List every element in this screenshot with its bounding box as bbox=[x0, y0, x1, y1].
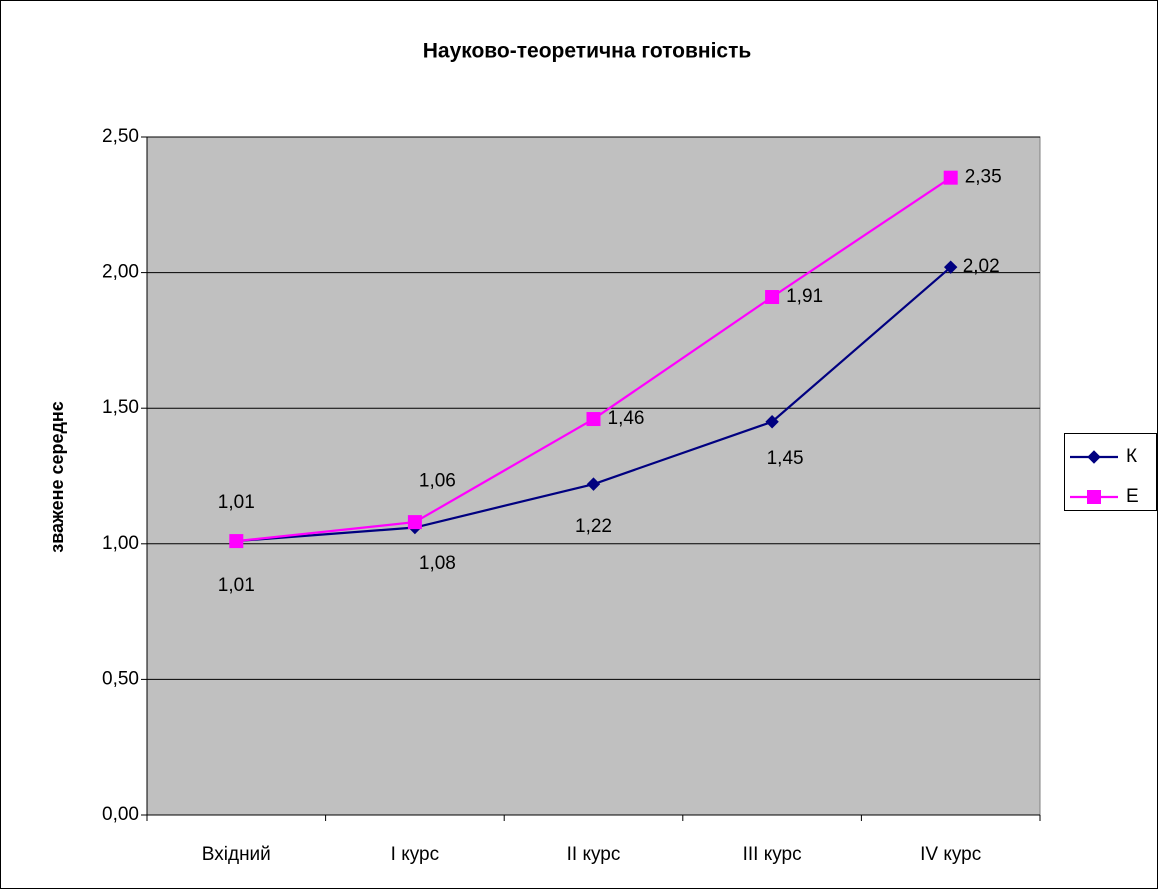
data-point bbox=[407, 515, 422, 530]
data-label: 1,08 bbox=[419, 553, 456, 574]
legend-box bbox=[1064, 433, 1157, 511]
y-tick-label: 0,00 bbox=[102, 804, 139, 825]
y-tick-label: 0,50 bbox=[102, 668, 139, 689]
data-point bbox=[229, 534, 244, 549]
y-tick-label: 1,00 bbox=[102, 533, 139, 554]
plot-area bbox=[146, 136, 1041, 816]
data-label: 1,01 bbox=[218, 575, 255, 596]
data-point bbox=[586, 412, 601, 427]
data-point bbox=[765, 290, 780, 305]
legend-marker bbox=[1087, 490, 1101, 504]
chart-title: Науково-теоретична готовність bbox=[423, 40, 752, 63]
data-label: 1,22 bbox=[575, 516, 612, 537]
legend-label: Е bbox=[1126, 486, 1139, 507]
y-tick-label: 2,00 bbox=[102, 262, 139, 283]
data-label: 2,35 bbox=[965, 167, 1002, 188]
y-axis-label: зважене середнє bbox=[47, 401, 67, 553]
data-label: 1,46 bbox=[608, 408, 645, 429]
x-tick-label: Вхідний bbox=[202, 844, 271, 865]
data-label: 2,02 bbox=[963, 256, 1000, 277]
x-tick-label: II курс bbox=[567, 844, 621, 865]
data-label: 1,06 bbox=[419, 471, 456, 492]
data-point bbox=[943, 260, 958, 274]
legend-marker bbox=[1087, 450, 1101, 464]
data-point bbox=[765, 415, 779, 429]
data-point bbox=[586, 477, 601, 491]
x-tick-label: I курс bbox=[391, 844, 439, 865]
data-label: 1,45 bbox=[767, 448, 804, 469]
data-label: 1,91 bbox=[786, 286, 823, 307]
legend-label: К bbox=[1126, 446, 1137, 467]
data-point bbox=[943, 170, 958, 185]
x-tick-label: III курс bbox=[743, 844, 802, 865]
y-tick-label: 1,50 bbox=[102, 397, 139, 418]
data-label: 1,01 bbox=[218, 492, 255, 513]
y-tick-label: 2,50 bbox=[102, 126, 139, 147]
x-tick-label: IV курс bbox=[920, 844, 981, 865]
